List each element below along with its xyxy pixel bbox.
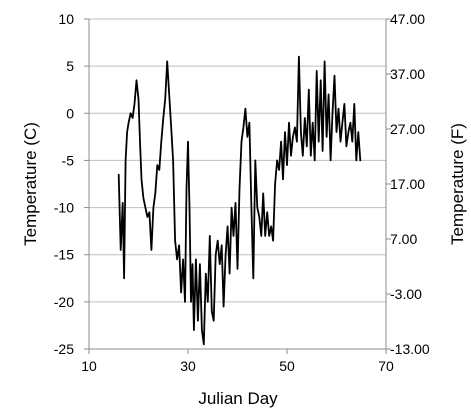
y2-tick-label: -13.00: [390, 341, 430, 357]
temperature-series-line: [117, 55, 362, 346]
y-tick-label: 10: [58, 11, 74, 27]
axes: [84, 18, 391, 354]
series-layer: [117, 55, 362, 346]
x-tick-label: 30: [180, 358, 196, 374]
x-tick-label: 70: [378, 358, 394, 374]
y-axis-label: Temperature (C): [21, 122, 40, 246]
y-tick-label: -10: [54, 200, 74, 216]
y2-axis-label: Temperature (F): [448, 123, 467, 245]
x-axis-label: Julian Day: [198, 389, 278, 408]
x-tick-label: 50: [279, 358, 295, 374]
y-tick-label: -20: [54, 294, 74, 310]
y2-tick-label: 17.00: [390, 176, 425, 192]
y2-tick-label: 47.00: [390, 11, 425, 27]
y-tick-label: 5: [66, 58, 74, 74]
x-tick-label: 10: [81, 358, 97, 374]
y-tick-label: 0: [66, 105, 74, 121]
y2-tick-label: 37.00: [390, 66, 425, 82]
y2-tick-label: -3.00: [390, 286, 422, 302]
y-tick-label: -15: [54, 247, 74, 263]
tick-labels: 1050-5-10-15-20-2547.0037.0027.0017.007.…: [54, 11, 430, 374]
y2-tick-label: 7.00: [390, 231, 417, 247]
y2-tick-label: 27.00: [390, 121, 425, 137]
y-tick-label: -25: [54, 341, 74, 357]
y-tick-label: -5: [62, 152, 75, 168]
